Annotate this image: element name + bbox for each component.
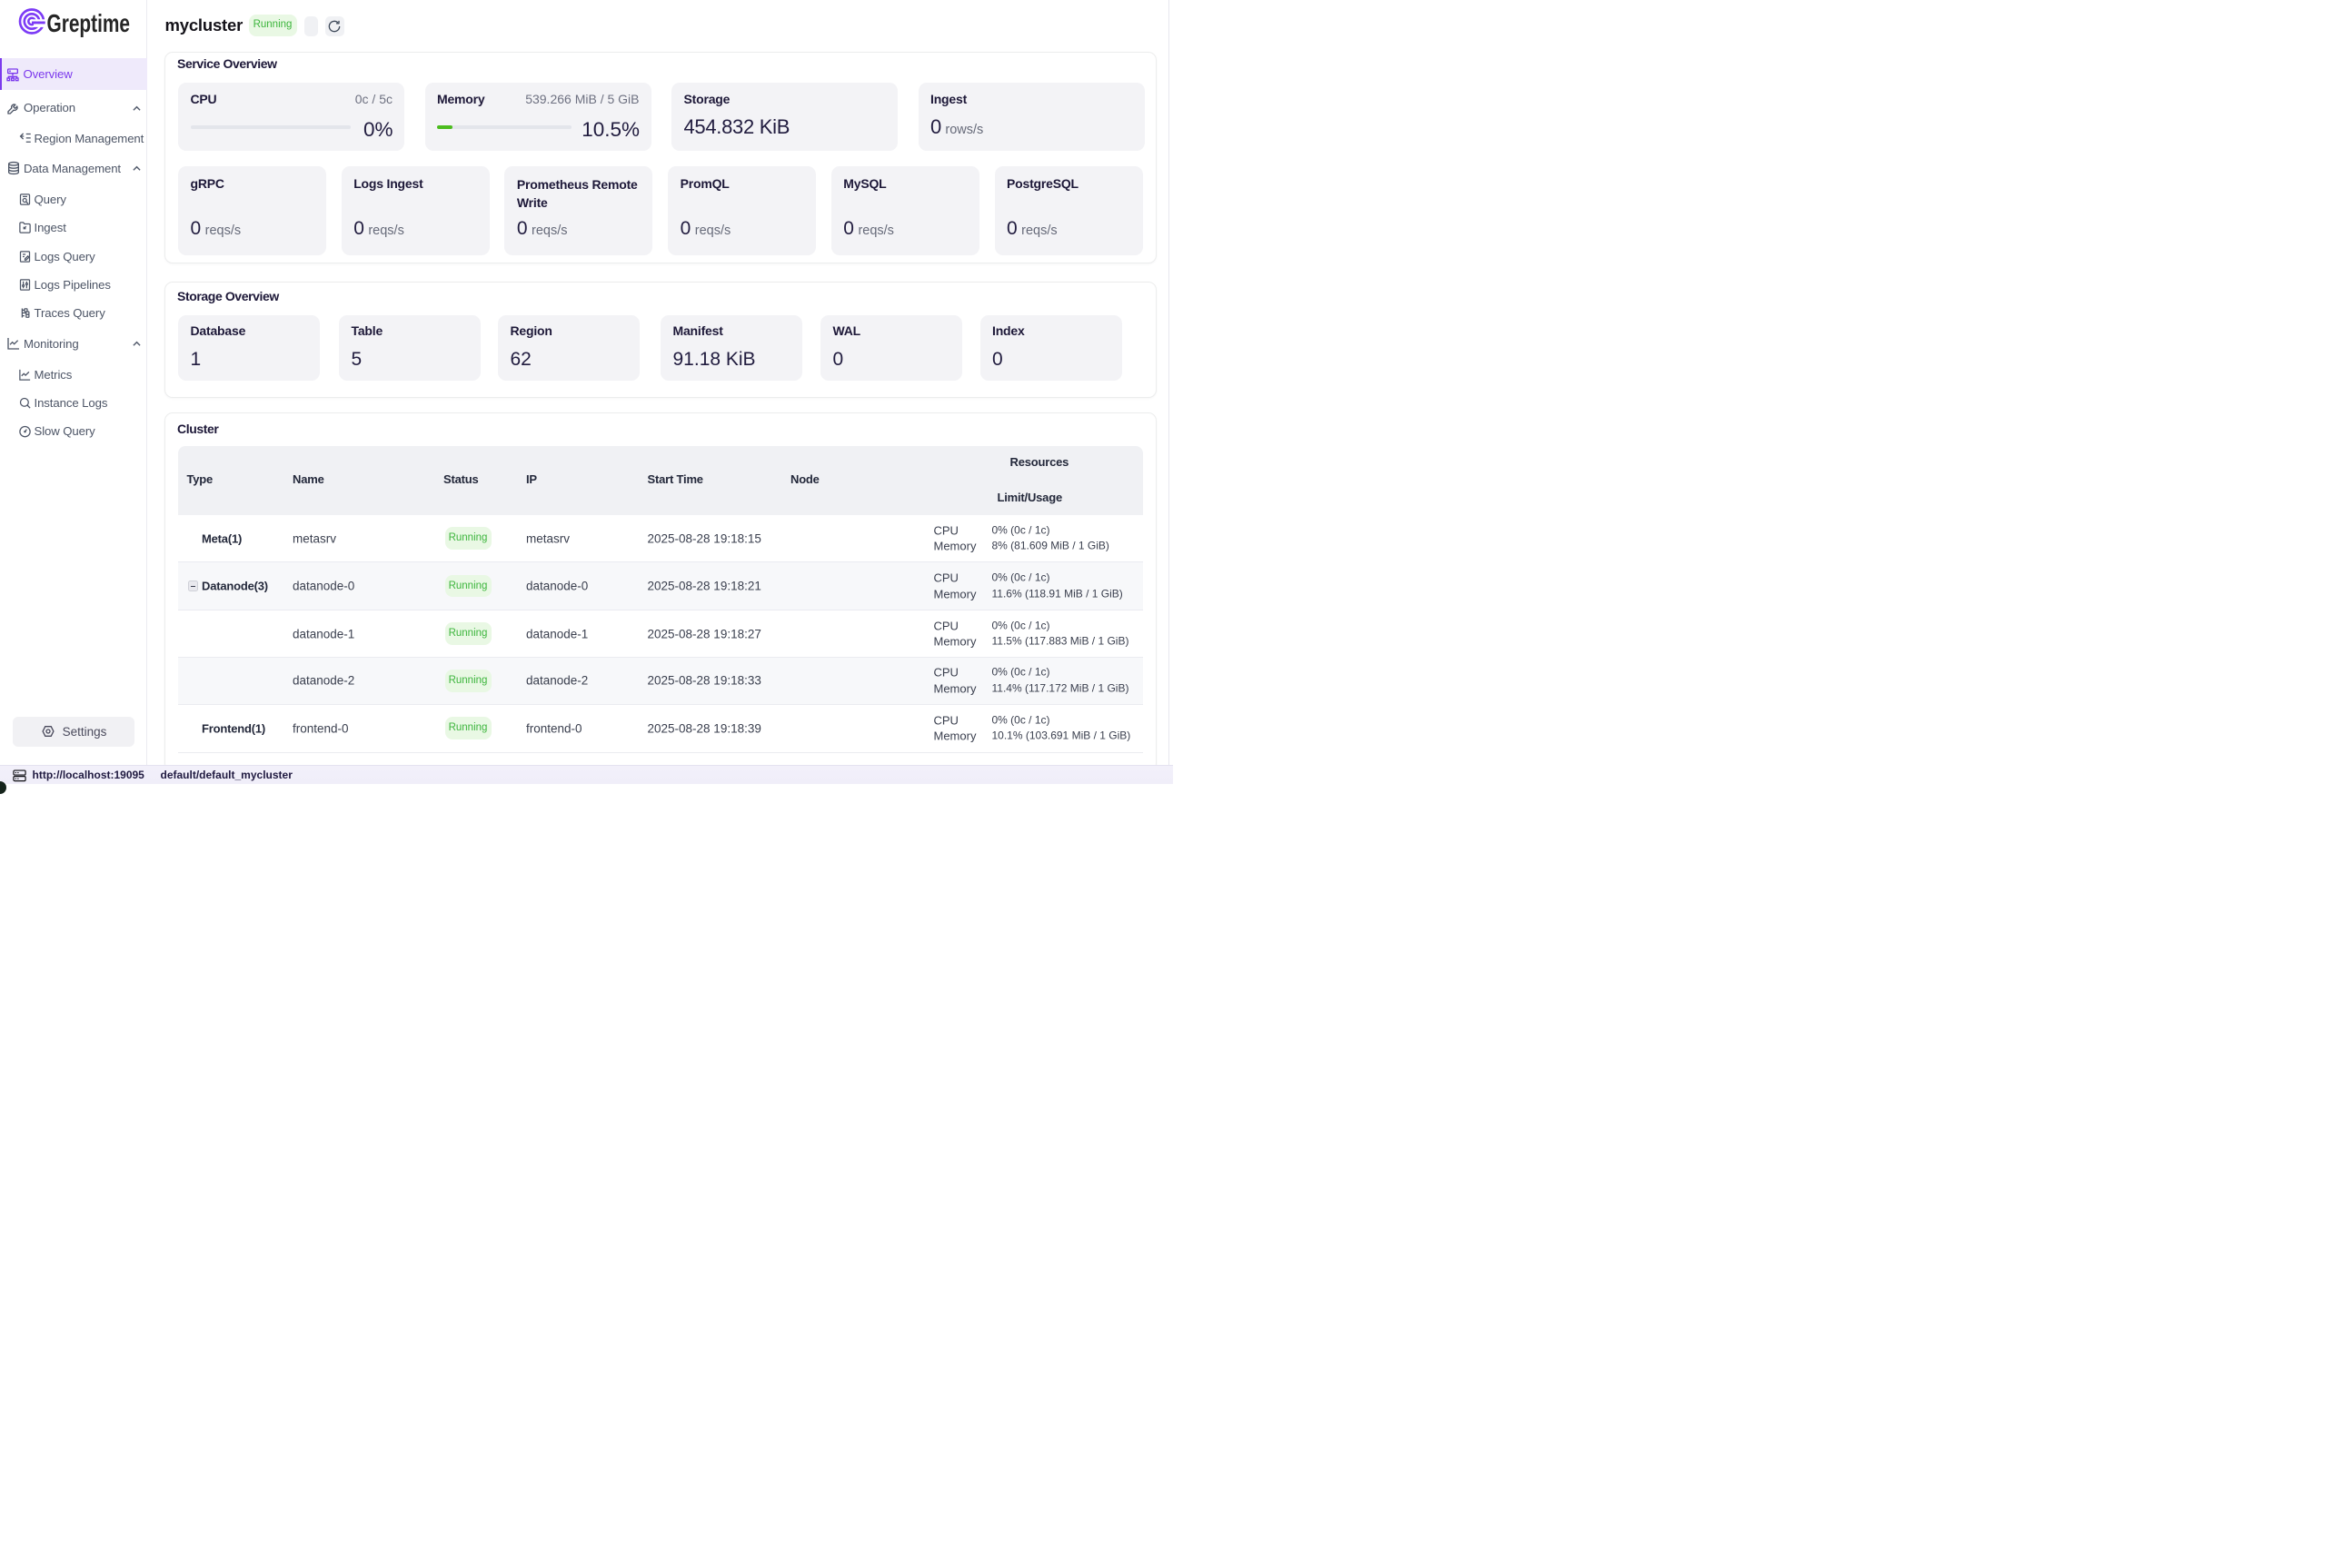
svg-text:Greptime: Greptime xyxy=(47,9,131,37)
